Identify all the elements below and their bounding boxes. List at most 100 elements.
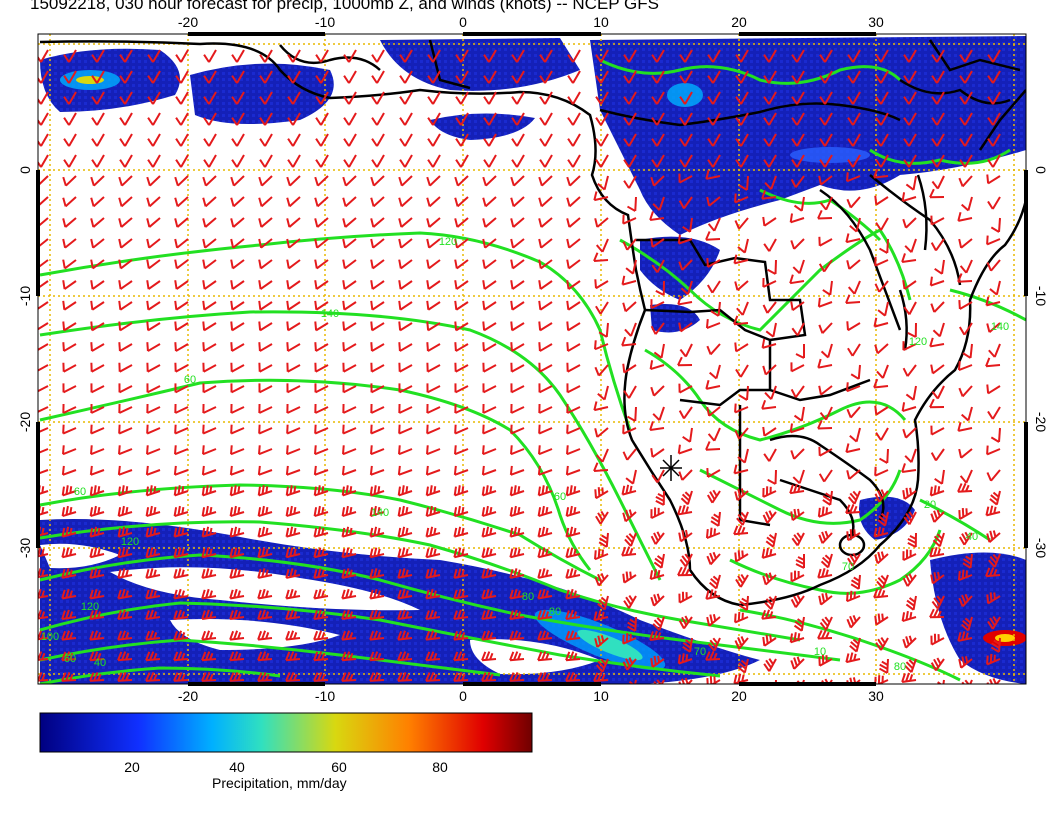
wind-barb	[202, 362, 217, 373]
wind-barb	[314, 342, 329, 352]
wind-barb	[818, 385, 833, 396]
wind-barb	[313, 630, 329, 641]
wind-barb	[483, 91, 497, 105]
wind-barb	[986, 469, 1001, 482]
wind-barb	[682, 427, 693, 443]
wind-barb	[286, 196, 301, 208]
wind-barb	[767, 469, 777, 485]
wind-barb	[313, 547, 329, 559]
wind-barb	[593, 401, 609, 412]
wind-barb	[258, 383, 273, 394]
wind-barb	[651, 154, 665, 168]
wind-barb	[566, 217, 581, 228]
wind-barb	[258, 238, 273, 249]
wind-barb	[789, 213, 805, 224]
wind-barb	[399, 49, 413, 63]
wind-barb	[538, 238, 553, 249]
contour-label: 140	[991, 321, 1009, 333]
wind-barb	[482, 300, 497, 311]
wind-barb	[705, 441, 721, 451]
wind-barb	[286, 175, 301, 187]
wind-barb	[287, 70, 301, 84]
wind-barb	[117, 526, 133, 538]
wind-barb	[342, 362, 357, 373]
wind-barb	[201, 588, 217, 600]
wind-barb	[482, 259, 497, 270]
wind-barb	[907, 532, 917, 548]
wind-barb	[930, 364, 945, 375]
wind-barb	[370, 175, 385, 187]
wind-barb	[594, 279, 609, 290]
wind-barb	[398, 280, 413, 290]
wind-barb	[314, 362, 329, 373]
contour-label: 120	[81, 601, 99, 613]
wind-barb	[987, 112, 1001, 126]
wind-barb	[426, 259, 441, 270]
wind-barb	[175, 49, 189, 63]
wind-barb	[118, 175, 133, 187]
wind-barb	[146, 445, 161, 456]
wind-barb	[597, 385, 609, 401]
lat-label-right: -20	[1033, 412, 1049, 432]
wind-barb	[763, 70, 777, 84]
wind-barb	[901, 610, 917, 623]
wind-barb	[653, 553, 665, 569]
wind-barb	[425, 505, 441, 518]
contour-label: 60	[184, 374, 196, 386]
wind-barb	[425, 568, 441, 579]
wind-barb	[875, 154, 889, 168]
wind-barb	[369, 609, 385, 621]
wind-barb	[593, 252, 609, 262]
wind-barb	[565, 671, 581, 682]
wind-barb	[201, 465, 217, 476]
wind-barb	[905, 385, 917, 401]
wind-barb	[202, 404, 217, 414]
wind-barb	[90, 383, 105, 394]
wind-barb	[63, 70, 77, 84]
wind-barb	[705, 231, 721, 241]
wind-barb	[677, 566, 693, 577]
wind-barb	[567, 154, 581, 168]
wind-barb	[593, 672, 609, 682]
wind-barb	[173, 547, 189, 559]
wind-barb	[707, 70, 721, 84]
wind-barb	[986, 174, 1001, 185]
wind-barb	[623, 595, 637, 609]
wind-barb	[454, 445, 469, 456]
wind-barb	[791, 322, 805, 337]
wind-barb	[987, 406, 1001, 420]
wind-barb	[679, 553, 693, 568]
wind-barb	[174, 175, 189, 187]
wind-barb	[342, 445, 357, 456]
wind-barb	[677, 653, 693, 665]
wind-barb	[793, 406, 805, 422]
wind-barb	[538, 424, 553, 435]
wind-barb	[117, 630, 133, 641]
wind-barb	[173, 485, 189, 497]
wind-barb	[427, 91, 441, 105]
wind-barb	[202, 300, 217, 311]
wind-barb	[930, 448, 945, 462]
wind-barb	[595, 448, 609, 463]
wind-barb	[117, 671, 133, 682]
wind-barb	[259, 70, 273, 84]
wind-barb	[761, 338, 777, 349]
wind-barb	[707, 154, 721, 168]
wind-barb	[847, 490, 861, 505]
wind-barb	[877, 511, 889, 527]
wind-barb	[847, 49, 861, 63]
wind-barb	[930, 633, 945, 646]
wind-barb	[733, 525, 749, 536]
wind-barb	[762, 634, 777, 647]
wind-barb	[901, 402, 917, 413]
wind-barb	[510, 321, 525, 332]
wind-barb	[454, 238, 469, 249]
wind-barb	[38, 469, 49, 476]
wind-barb	[539, 154, 553, 168]
wind-barb	[510, 404, 525, 414]
wind-barb	[145, 485, 161, 497]
wind-barb	[594, 427, 609, 438]
wind-barb	[119, 154, 133, 168]
wind-barb	[257, 526, 273, 538]
wind-barb	[735, 112, 749, 126]
